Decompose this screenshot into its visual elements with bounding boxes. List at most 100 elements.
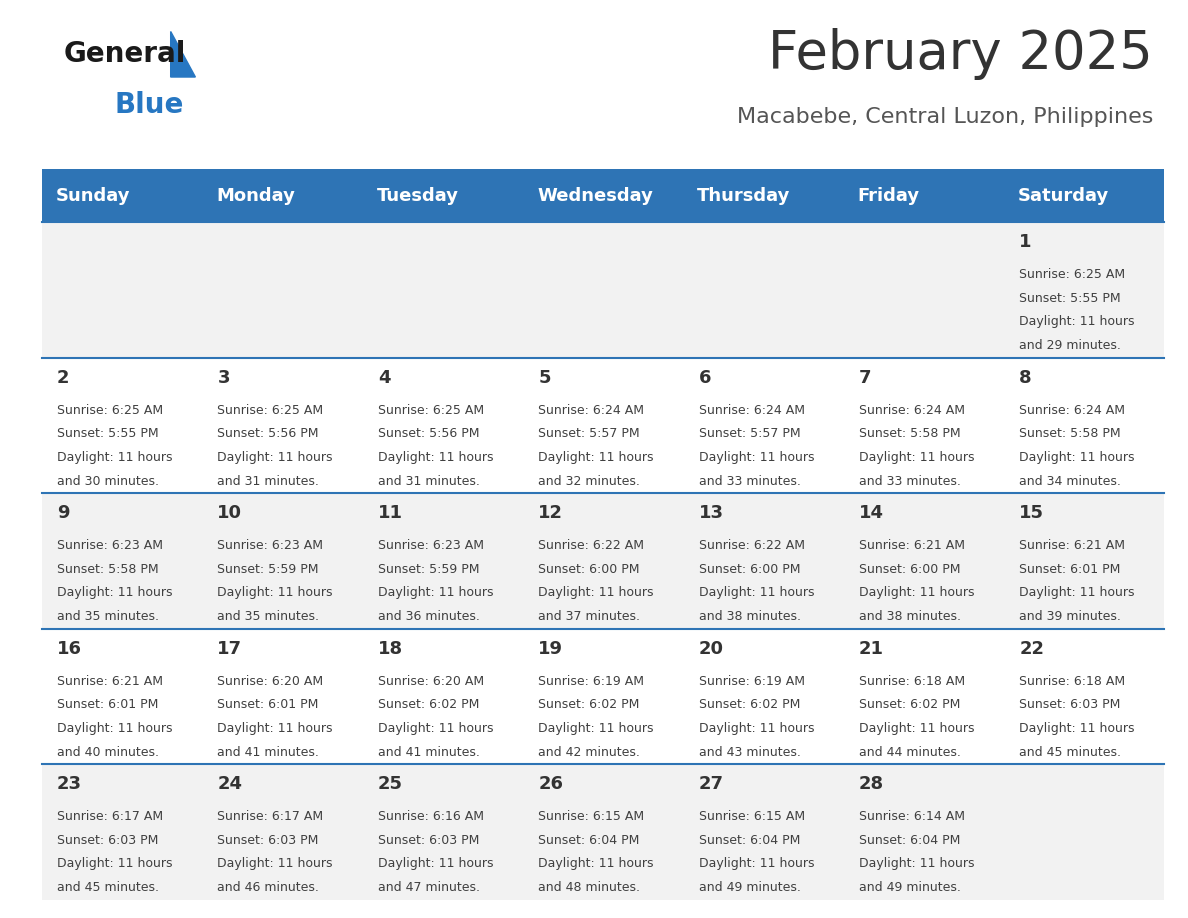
Text: Sunset: 5:58 PM: Sunset: 5:58 PM	[1019, 427, 1121, 441]
Text: 22: 22	[1019, 640, 1044, 657]
Text: 8: 8	[1019, 369, 1032, 386]
Text: Sunset: 5:55 PM: Sunset: 5:55 PM	[1019, 292, 1121, 305]
Text: Sunset: 5:57 PM: Sunset: 5:57 PM	[538, 427, 640, 441]
Text: Sunrise: 6:19 AM: Sunrise: 6:19 AM	[538, 675, 644, 688]
Text: Sunrise: 6:21 AM: Sunrise: 6:21 AM	[1019, 539, 1125, 552]
Text: Sunrise: 6:23 AM: Sunrise: 6:23 AM	[378, 539, 484, 552]
Text: Sunset: 5:56 PM: Sunset: 5:56 PM	[378, 427, 479, 441]
Text: 13: 13	[699, 504, 723, 522]
Text: 9: 9	[57, 504, 70, 522]
Text: Sunrise: 6:24 AM: Sunrise: 6:24 AM	[699, 404, 804, 417]
Text: and 33 minutes.: and 33 minutes.	[859, 475, 961, 487]
Text: and 48 minutes.: and 48 minutes.	[538, 881, 640, 894]
Text: Daylight: 11 hours: Daylight: 11 hours	[859, 857, 974, 870]
Text: and 35 minutes.: and 35 minutes.	[217, 610, 320, 623]
Text: Sunset: 6:00 PM: Sunset: 6:00 PM	[538, 563, 639, 576]
Text: and 39 minutes.: and 39 minutes.	[1019, 610, 1121, 623]
Text: Sunset: 6:02 PM: Sunset: 6:02 PM	[538, 699, 639, 711]
Text: Sunset: 5:57 PM: Sunset: 5:57 PM	[699, 427, 801, 441]
Text: Daylight: 11 hours: Daylight: 11 hours	[699, 587, 814, 599]
Text: Sunset: 6:00 PM: Sunset: 6:00 PM	[859, 563, 960, 576]
Text: Sunrise: 6:22 AM: Sunrise: 6:22 AM	[699, 539, 804, 552]
Text: and 34 minutes.: and 34 minutes.	[1019, 475, 1121, 487]
Text: 28: 28	[859, 775, 884, 793]
Text: Sunset: 6:02 PM: Sunset: 6:02 PM	[378, 699, 479, 711]
Text: Sunrise: 6:17 AM: Sunrise: 6:17 AM	[217, 810, 323, 823]
Text: 4: 4	[378, 369, 391, 386]
Text: Sunset: 6:02 PM: Sunset: 6:02 PM	[859, 699, 960, 711]
Text: Sunset: 6:00 PM: Sunset: 6:00 PM	[699, 563, 800, 576]
Text: Sunrise: 6:23 AM: Sunrise: 6:23 AM	[217, 539, 323, 552]
Text: 1: 1	[1019, 233, 1032, 252]
Text: and 31 minutes.: and 31 minutes.	[378, 475, 480, 487]
Text: and 38 minutes.: and 38 minutes.	[699, 610, 801, 623]
Text: and 36 minutes.: and 36 minutes.	[378, 610, 480, 623]
Text: 2: 2	[57, 369, 70, 386]
Text: Daylight: 11 hours: Daylight: 11 hours	[57, 722, 172, 735]
Text: Sunrise: 6:24 AM: Sunrise: 6:24 AM	[859, 404, 965, 417]
Text: Sunset: 6:02 PM: Sunset: 6:02 PM	[699, 699, 800, 711]
Text: Sunset: 6:01 PM: Sunset: 6:01 PM	[217, 699, 318, 711]
Text: Sunset: 5:58 PM: Sunset: 5:58 PM	[57, 563, 159, 576]
Text: Sunrise: 6:23 AM: Sunrise: 6:23 AM	[57, 539, 163, 552]
Text: Daylight: 11 hours: Daylight: 11 hours	[1019, 587, 1135, 599]
Text: Monday: Monday	[216, 186, 295, 205]
Text: Sunrise: 6:25 AM: Sunrise: 6:25 AM	[378, 404, 484, 417]
Text: Sunset: 6:03 PM: Sunset: 6:03 PM	[57, 834, 158, 846]
Text: Sunrise: 6:21 AM: Sunrise: 6:21 AM	[57, 675, 163, 688]
Text: Sunset: 6:04 PM: Sunset: 6:04 PM	[859, 834, 960, 846]
Text: Daylight: 11 hours: Daylight: 11 hours	[538, 451, 653, 464]
Text: Sunrise: 6:16 AM: Sunrise: 6:16 AM	[378, 810, 484, 823]
Text: February 2025: February 2025	[769, 28, 1154, 80]
Text: 12: 12	[538, 504, 563, 522]
Text: 19: 19	[538, 640, 563, 657]
Text: Sunrise: 6:15 AM: Sunrise: 6:15 AM	[699, 810, 804, 823]
Text: and 41 minutes.: and 41 minutes.	[217, 745, 320, 758]
Text: Thursday: Thursday	[697, 186, 791, 205]
Text: Sunset: 5:59 PM: Sunset: 5:59 PM	[217, 563, 318, 576]
Text: 17: 17	[217, 640, 242, 657]
Text: Daylight: 11 hours: Daylight: 11 hours	[1019, 316, 1135, 329]
Text: and 45 minutes.: and 45 minutes.	[1019, 745, 1121, 758]
Text: and 35 minutes.: and 35 minutes.	[57, 610, 159, 623]
Text: Sunset: 6:03 PM: Sunset: 6:03 PM	[1019, 699, 1120, 711]
Text: Sunrise: 6:24 AM: Sunrise: 6:24 AM	[1019, 404, 1125, 417]
Text: Sunset: 6:04 PM: Sunset: 6:04 PM	[538, 834, 639, 846]
Text: Sunset: 5:59 PM: Sunset: 5:59 PM	[378, 563, 479, 576]
Text: 20: 20	[699, 640, 723, 657]
Text: and 33 minutes.: and 33 minutes.	[699, 475, 801, 487]
Text: Daylight: 11 hours: Daylight: 11 hours	[1019, 451, 1135, 464]
Text: Daylight: 11 hours: Daylight: 11 hours	[699, 722, 814, 735]
Text: and 44 minutes.: and 44 minutes.	[859, 745, 961, 758]
Text: Daylight: 11 hours: Daylight: 11 hours	[859, 722, 974, 735]
Text: Daylight: 11 hours: Daylight: 11 hours	[217, 451, 333, 464]
Text: 16: 16	[57, 640, 82, 657]
Text: Daylight: 11 hours: Daylight: 11 hours	[699, 451, 814, 464]
Text: Blue: Blue	[114, 92, 184, 119]
Text: and 32 minutes.: and 32 minutes.	[538, 475, 640, 487]
Text: 14: 14	[859, 504, 884, 522]
Text: Daylight: 11 hours: Daylight: 11 hours	[217, 722, 333, 735]
Text: Daylight: 11 hours: Daylight: 11 hours	[538, 587, 653, 599]
Text: and 31 minutes.: and 31 minutes.	[217, 475, 320, 487]
Text: Friday: Friday	[858, 186, 920, 205]
Text: General: General	[64, 40, 187, 68]
Text: 11: 11	[378, 504, 403, 522]
Text: and 41 minutes.: and 41 minutes.	[378, 745, 480, 758]
Text: Sunset: 6:04 PM: Sunset: 6:04 PM	[699, 834, 800, 846]
Text: Sunset: 5:58 PM: Sunset: 5:58 PM	[859, 427, 961, 441]
Text: Sunrise: 6:19 AM: Sunrise: 6:19 AM	[699, 675, 804, 688]
Text: Daylight: 11 hours: Daylight: 11 hours	[378, 587, 493, 599]
Text: Wednesday: Wednesday	[537, 186, 653, 205]
Text: Daylight: 11 hours: Daylight: 11 hours	[57, 857, 172, 870]
Text: Sunrise: 6:17 AM: Sunrise: 6:17 AM	[57, 810, 163, 823]
Text: 10: 10	[217, 504, 242, 522]
Text: Daylight: 11 hours: Daylight: 11 hours	[699, 857, 814, 870]
Text: Sunset: 5:56 PM: Sunset: 5:56 PM	[217, 427, 318, 441]
Text: 5: 5	[538, 369, 551, 386]
Text: 27: 27	[699, 775, 723, 793]
Text: Saturday: Saturday	[1018, 186, 1110, 205]
Text: Daylight: 11 hours: Daylight: 11 hours	[57, 451, 172, 464]
Text: and 29 minutes.: and 29 minutes.	[1019, 339, 1121, 353]
Text: and 40 minutes.: and 40 minutes.	[57, 745, 159, 758]
